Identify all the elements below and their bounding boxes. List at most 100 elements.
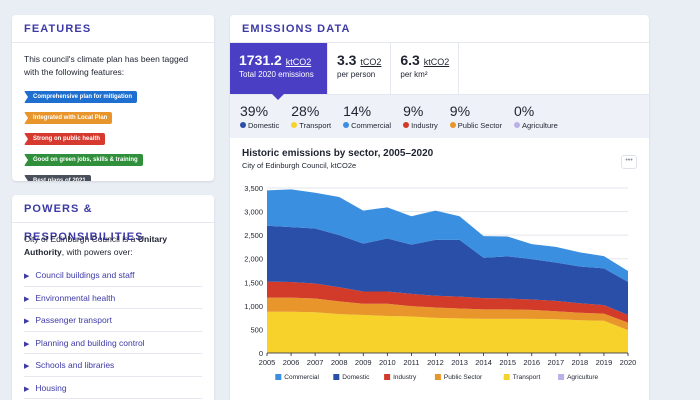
- x-tick-label: 2010: [379, 358, 396, 367]
- powers-card: POWERS & RESPONSIBILITIES City of Edinbu…: [12, 195, 214, 400]
- legend-label: Industry: [393, 374, 417, 381]
- share-label: Agriculture: [513, 121, 558, 130]
- legend-label: Transport: [513, 374, 541, 381]
- share-percent: 9%: [449, 103, 471, 119]
- share-label: Transport: [291, 121, 331, 130]
- powers-intro-pre: City of Edinburgh Council is a: [24, 234, 138, 244]
- power-item[interactable]: ▶ Passenger transport: [24, 309, 202, 332]
- stat-value: 6.3 ktCO2: [400, 52, 450, 68]
- features-card: FEATURES This council's climate plan has…: [12, 15, 214, 181]
- power-item[interactable]: ▶ Planning and building control: [24, 332, 202, 354]
- stat-total[interactable]: 1731.2 ktCO2 Total 2020 emissions: [230, 43, 328, 100]
- triangle-right-icon: ▶: [24, 363, 30, 370]
- legend-swatch: [434, 374, 441, 380]
- y-tick-label: 2,000: [244, 255, 263, 264]
- stat-per-km2[interactable]: 6.3 ktCO2 per km²: [391, 43, 460, 94]
- y-tick-label: 2,500: [244, 231, 263, 240]
- power-item[interactable]: ▶ Schools and libraries: [24, 354, 202, 377]
- legend-swatch: [384, 374, 391, 380]
- powers-title: POWERS & RESPONSIBILITIES: [12, 195, 214, 243]
- sector-share: 9% Public Sector: [449, 103, 502, 138]
- sector-share: 0% Agriculture: [513, 103, 558, 138]
- x-tick-label: 2005: [259, 358, 276, 367]
- share-percent: 14%: [343, 103, 372, 119]
- power-item-label: Schools and libraries: [35, 360, 115, 370]
- x-tick-label: 2009: [355, 358, 372, 367]
- stat-per-person[interactable]: 3.3 tCO2 per person: [328, 43, 392, 94]
- power-item-label: Passenger transport: [35, 315, 112, 325]
- legend-label: Agriculture: [567, 374, 598, 381]
- legend-swatch: [503, 374, 510, 380]
- legend-swatch: [333, 374, 340, 380]
- emissions-card: EMISSIONS DATA 1731.2 ktCO2 Total 2020 em…: [230, 15, 649, 400]
- y-tick-label: 3,000: [244, 208, 263, 217]
- stat-label: Total 2020 emissions: [239, 70, 314, 79]
- legend-dot-icon: [240, 122, 246, 129]
- powers-list: ▶ Council buildings and staff ▶ Environment…: [12, 264, 214, 399]
- stat-unit: ktCO2: [285, 57, 312, 67]
- share-percent: 39%: [240, 103, 269, 119]
- x-tick-label: 2015: [499, 358, 516, 367]
- y-tick-label: 3,500: [244, 185, 263, 193]
- area-public-sector: [267, 297, 628, 331]
- chart-title: Historic emissions by sector, 2005–2020: [242, 148, 434, 159]
- share-label: Industry: [403, 121, 438, 130]
- sector-shares: 39% Domestic 28% Transport 14% Commercial 9% In…: [230, 95, 649, 138]
- power-item[interactable]: ▶ Housing: [24, 377, 202, 399]
- y-tick-label: 0: [259, 349, 263, 358]
- legend-dot-icon: [343, 122, 350, 129]
- share-label: Commercial: [343, 121, 391, 130]
- x-tick-label: 2020: [620, 358, 637, 367]
- x-tick-label: 2013: [451, 358, 468, 367]
- x-tick-label: 2006: [283, 358, 300, 367]
- sector-share: 14% Commercial: [343, 103, 391, 138]
- power-item-label: Environmental health: [35, 292, 116, 303]
- legend-label: Domestic: [342, 374, 370, 381]
- share-percent: 0%: [513, 103, 535, 119]
- power-item[interactable]: ▶ Council buildings and staff: [24, 264, 202, 287]
- y-tick-label: 1,000: [244, 302, 263, 311]
- legend-dot-icon: [403, 122, 410, 129]
- feature-tag[interactable]: Good on green jobs, skills & training: [24, 154, 143, 166]
- powers-intro: City of Edinburgh Council is a Unitary A…: [12, 223, 214, 264]
- feature-tag[interactable]: Strong on public health: [24, 133, 105, 145]
- x-tick-label: 2018: [572, 358, 589, 367]
- legend-dot-icon: [449, 122, 456, 129]
- x-tick-label: 2019: [596, 358, 613, 367]
- x-tick-label: 2012: [427, 358, 444, 367]
- share-percent: 28%: [291, 103, 320, 119]
- legend-label: Public Sector: [444, 374, 483, 381]
- x-tick-label: 2016: [523, 358, 540, 367]
- y-tick-label: 500: [250, 325, 263, 334]
- stat-unit: ktCO2: [423, 57, 450, 67]
- feature-tag[interactable]: Best plans of 2021: [24, 175, 91, 181]
- power-item[interactable]: ▶ Environmental health: [24, 287, 202, 309]
- area-transport: [267, 311, 628, 353]
- area-industry: [267, 281, 628, 323]
- ellipsis-icon[interactable]: •••: [621, 155, 637, 169]
- chart-subtitle: City of Edinburgh Council, ktCO2e: [242, 161, 357, 170]
- share-percent: 9%: [403, 103, 424, 119]
- stat-label: per person: [337, 70, 376, 79]
- feature-tag[interactable]: Integrated with Local Plan: [24, 112, 113, 124]
- sector-share: 28% Transport: [291, 103, 331, 138]
- stat-value: 3.3 tCO2: [337, 52, 382, 68]
- stat-value: 1731.2 ktCO2: [239, 52, 312, 68]
- sector-share: 9% Industry: [403, 103, 438, 138]
- triangle-right-icon: ▶: [24, 318, 30, 325]
- stat-unit: tCO2: [360, 57, 382, 67]
- legend-swatch: [275, 374, 282, 380]
- share-label: Public Sector: [449, 121, 502, 130]
- features-title: FEATURES: [12, 15, 214, 43]
- feature-tags: Comprehensive plan for mitigation Integra…: [12, 85, 214, 181]
- x-tick-label: 2014: [475, 358, 492, 367]
- x-tick-label: 2017: [547, 358, 564, 367]
- triangle-right-icon: ▶: [24, 273, 30, 280]
- feature-tag[interactable]: Comprehensive plan for mitigation: [24, 91, 138, 103]
- triangle-right-icon: ▶: [24, 295, 30, 303]
- features-intro: This council's climate plan has been tag…: [24, 54, 189, 77]
- power-item-label: Planning and building control: [35, 337, 145, 348]
- legend-swatch: [558, 374, 565, 380]
- x-tick-label: 2011: [403, 358, 419, 367]
- powers-intro-post: , with powers over:: [61, 247, 133, 257]
